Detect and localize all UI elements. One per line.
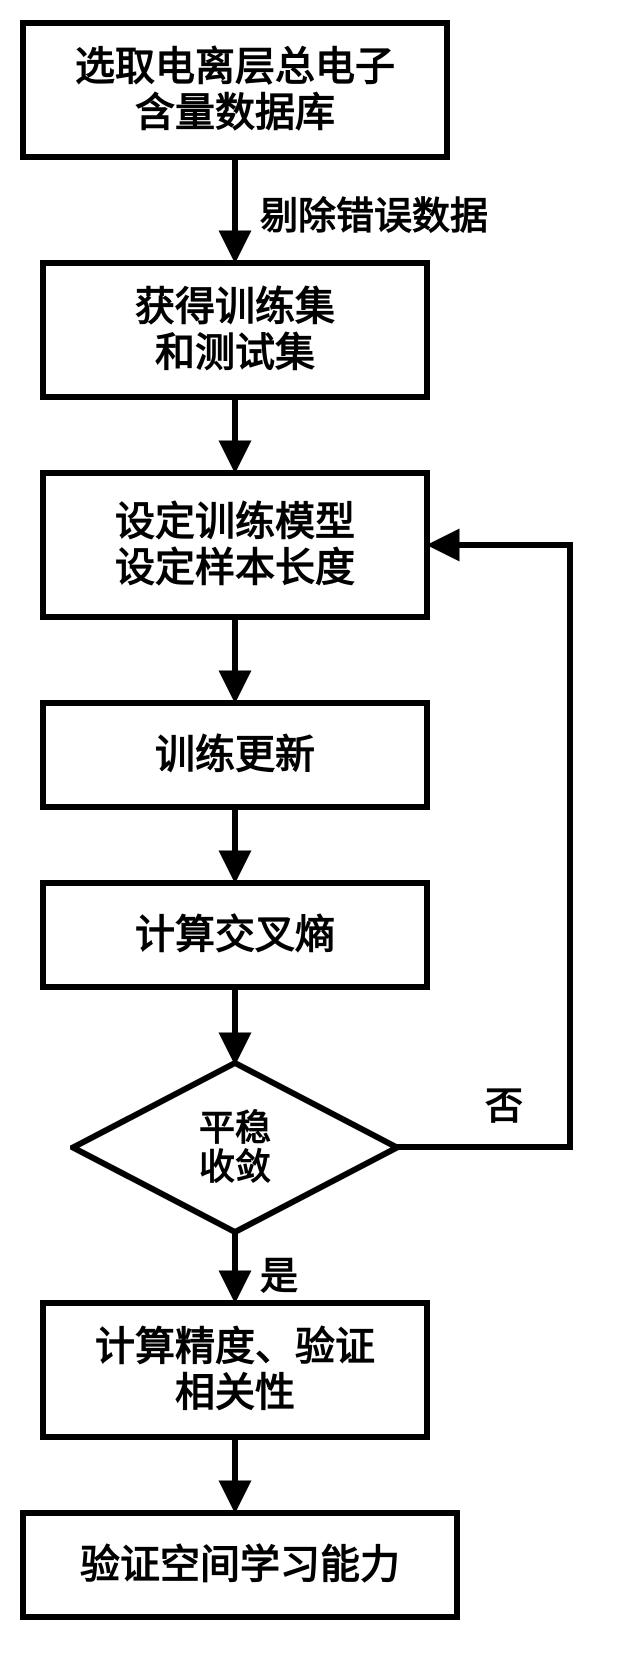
node-accuracy: 计算精度、验证 相关性 — [40, 1300, 430, 1440]
node-set-model: 设定训练模型 设定样本长度 — [40, 470, 430, 620]
node-cross-entropy: 计算交叉熵 — [40, 880, 430, 990]
node-get-sets: 获得训练集 和测试集 — [40, 260, 430, 400]
node-select-db: 选取电离层总电子 含量数据库 — [20, 20, 450, 160]
decision-converge: 平稳 收敛 — [70, 1060, 400, 1235]
decision-label: 平稳 收敛 — [70, 1060, 400, 1235]
node-verify-spatial: 验证空间学习能力 — [20, 1510, 460, 1620]
edge-label-no: 否 — [485, 1075, 523, 1130]
node-train-update: 训练更新 — [40, 700, 430, 810]
edge-e8 — [397, 545, 570, 1147]
edge-label-remove-error: 剔除错误数据 — [260, 185, 488, 240]
edge-label-yes: 是 — [260, 1245, 298, 1300]
